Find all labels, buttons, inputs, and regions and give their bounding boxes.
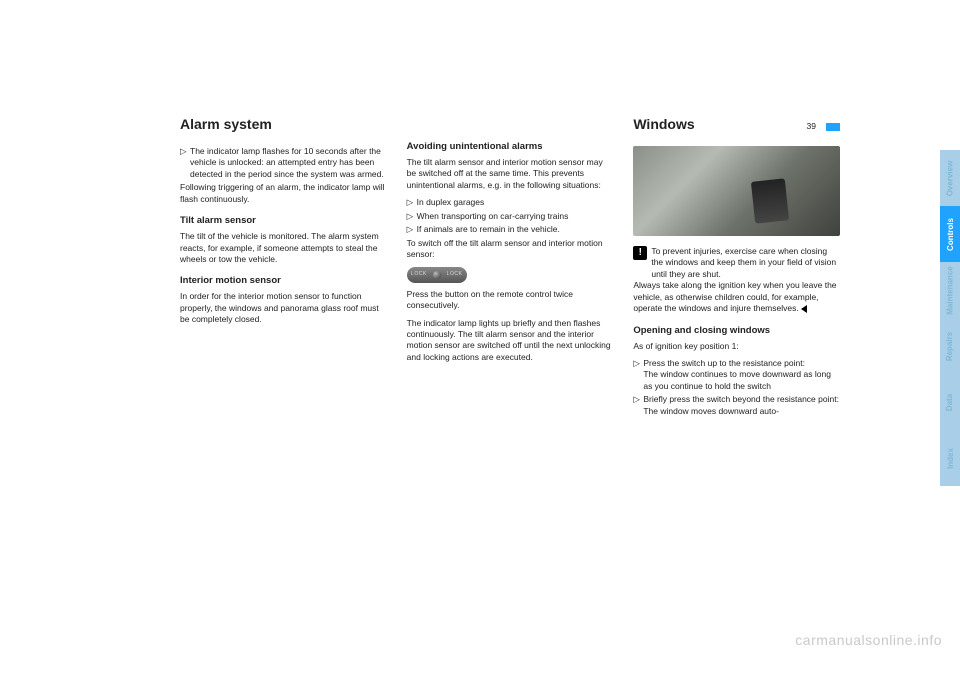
- tab-repairs[interactable]: Repairs: [940, 318, 960, 374]
- lock-label: LOCK: [447, 271, 463, 278]
- header-row: Windows 39: [633, 115, 840, 146]
- bullet-line: Briefly press the switch beyond the resi…: [643, 394, 839, 404]
- body-text: To switch off the tilt alarm sensor and …: [407, 238, 614, 261]
- bullet-line: Press the switch up to the resistance po…: [643, 358, 805, 368]
- warning-block: ! To prevent injuries, exercise care whe…: [633, 246, 840, 280]
- tab-label: Overview: [946, 160, 955, 196]
- subheading: Avoiding unintentional alarms: [407, 141, 614, 154]
- tab-data[interactable]: Data: [940, 374, 960, 430]
- heading-windows: Windows: [633, 115, 694, 134]
- bullet-text: When transporting on car-carrying trains: [417, 211, 614, 222]
- column-3: Windows 39 ! To prevent injuries, exerci…: [633, 115, 840, 419]
- warning-text: To prevent injuries, exercise care when …: [651, 246, 840, 280]
- warning-icon: !: [633, 246, 647, 260]
- tab-label: Index: [946, 448, 955, 469]
- bullet-text: If animals are to remain in the vehicle.: [417, 224, 614, 235]
- body-text: Press the button on the remote control t…: [407, 289, 614, 312]
- body-text: Following triggering of an alarm, the in…: [180, 182, 387, 205]
- bullet-item: ▷ Briefly press the switch beyond the re…: [633, 394, 840, 417]
- page-number: 39: [807, 121, 816, 132]
- body-text: The tilt alarm sensor and interior motio…: [407, 157, 614, 191]
- bullet-item: ▷ Press the switch up to the resistance …: [633, 358, 840, 392]
- triangle-bullet-icon: ▷: [633, 394, 643, 417]
- end-mark-icon: [801, 305, 807, 313]
- bullet-line: The window continues to move downward as…: [643, 369, 831, 390]
- body-text: In order for the interior motion sensor …: [180, 291, 387, 325]
- tab-controls[interactable]: Controls: [940, 206, 960, 262]
- manual-page: Alarm system ▷ The indicator lamp flashe…: [180, 115, 840, 545]
- bullet-text: In duplex garages: [417, 197, 614, 208]
- watermark: carmanualsonline.info: [795, 632, 942, 648]
- triangle-bullet-icon: ▷: [407, 211, 417, 222]
- page-number-row: 39: [807, 121, 840, 132]
- tab-label: Controls: [946, 218, 955, 251]
- side-tabs: Overview Controls Maintenance Repairs Da…: [940, 150, 960, 486]
- body-text: The tilt of the vehicle is monitored. Th…: [180, 231, 387, 265]
- column-1: Alarm system ▷ The indicator lamp flashe…: [180, 115, 387, 419]
- tab-overview[interactable]: Overview: [940, 150, 960, 206]
- bullet-item: ▷ If animals are to remain in the vehicl…: [407, 224, 614, 235]
- tab-label: Data: [946, 393, 955, 410]
- subheading: Interior motion sensor: [180, 275, 387, 288]
- tab-maintenance[interactable]: Maintenance: [940, 262, 960, 318]
- window-controls-photo: [633, 146, 840, 236]
- body-text: Always take along the ignition key when …: [633, 280, 840, 314]
- lock-label: LOCK: [411, 271, 427, 278]
- column-2: Avoiding unintentional alarms The tilt a…: [407, 115, 614, 419]
- subheading: Tilt alarm sensor: [180, 215, 387, 228]
- bullet-item: ▷ The indicator lamp flashes for 10 seco…: [180, 146, 387, 180]
- triangle-bullet-icon: ▷: [407, 224, 417, 235]
- content-columns: Alarm system ▷ The indicator lamp flashe…: [180, 115, 840, 419]
- bullet-item: ▷ In duplex garages: [407, 197, 614, 208]
- bullet-text: Press the switch up to the resistance po…: [643, 358, 840, 392]
- bullet-line: The window moves downward auto-: [643, 406, 779, 416]
- heading-alarm-system: Alarm system: [180, 115, 387, 134]
- tab-index[interactable]: Index: [940, 430, 960, 486]
- triangle-bullet-icon: ▷: [633, 358, 643, 392]
- bullet-text: Briefly press the switch beyond the resi…: [643, 394, 840, 417]
- tab-label: Maintenance: [946, 266, 955, 314]
- body-text: The indicator lamp lights up briefly and…: [407, 318, 614, 364]
- bullet-text: The indicator lamp flashes for 10 second…: [190, 146, 387, 180]
- triangle-bullet-icon: ▷: [407, 197, 417, 208]
- bullet-item: ▷ When transporting on car-carrying trai…: [407, 211, 614, 222]
- subheading: Opening and closing windows: [633, 325, 840, 338]
- page-marker-icon: [826, 123, 840, 131]
- lock-dot-icon: [433, 271, 441, 279]
- tab-label: Repairs: [946, 331, 955, 360]
- lock-button-graphic: LOCK LOCK: [407, 267, 467, 283]
- triangle-bullet-icon: ▷: [180, 146, 190, 180]
- body-text: As of ignition key position 1:: [633, 341, 840, 352]
